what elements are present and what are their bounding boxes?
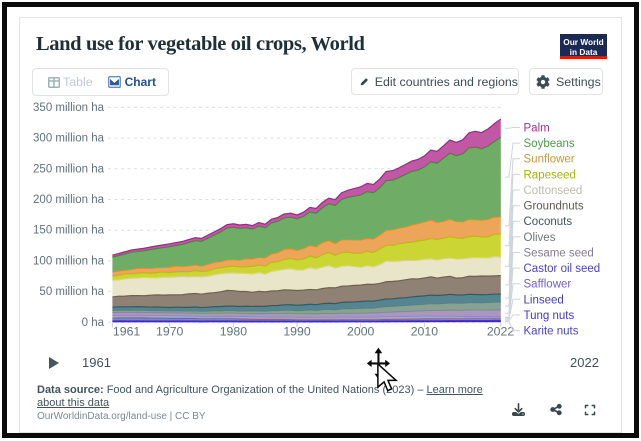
svg-text:1961: 1961 [113, 325, 141, 339]
svg-text:Karite nuts: Karite nuts [524, 326, 579, 338]
svg-text:2000: 2000 [347, 325, 375, 339]
svg-text:350 million ha: 350 million ha [33, 102, 105, 114]
svg-text:Sunflower: Sunflower [524, 154, 575, 166]
svg-text:250 million ha: 250 million ha [33, 163, 105, 175]
svg-text:Tung nuts: Tung nuts [524, 310, 575, 322]
svg-text:Linseed: Linseed [524, 294, 564, 306]
svg-text:Rapeseed: Rapeseed [524, 169, 576, 181]
svg-text:200 million ha: 200 million ha [33, 194, 105, 206]
svg-text:100 million ha: 100 million ha [33, 255, 105, 267]
svg-text:1970: 1970 [156, 325, 184, 339]
svg-text:Groundnuts: Groundnuts [524, 201, 584, 213]
svg-text:Olives: Olives [524, 232, 556, 244]
svg-text:Cottonseed: Cottonseed [524, 185, 583, 197]
svg-text:2022: 2022 [487, 325, 515, 339]
svg-text:Castor oil seed: Castor oil seed [524, 263, 601, 275]
svg-text:Coconuts: Coconuts [524, 216, 573, 228]
svg-text:1990: 1990 [283, 325, 311, 339]
svg-text:1980: 1980 [220, 325, 248, 339]
svg-text:2010: 2010 [411, 325, 439, 339]
svg-text:0 ha: 0 ha [82, 317, 105, 329]
svg-text:50 million ha: 50 million ha [39, 286, 104, 298]
svg-text:Safflower: Safflower [524, 279, 572, 291]
svg-text:150 million ha: 150 million ha [33, 225, 105, 237]
svg-text:Sesame seed: Sesame seed [524, 248, 594, 260]
svg-text:300 million ha: 300 million ha [33, 133, 105, 145]
svg-text:Palm: Palm [524, 123, 550, 135]
svg-text:Soybeans: Soybeans [524, 138, 575, 150]
